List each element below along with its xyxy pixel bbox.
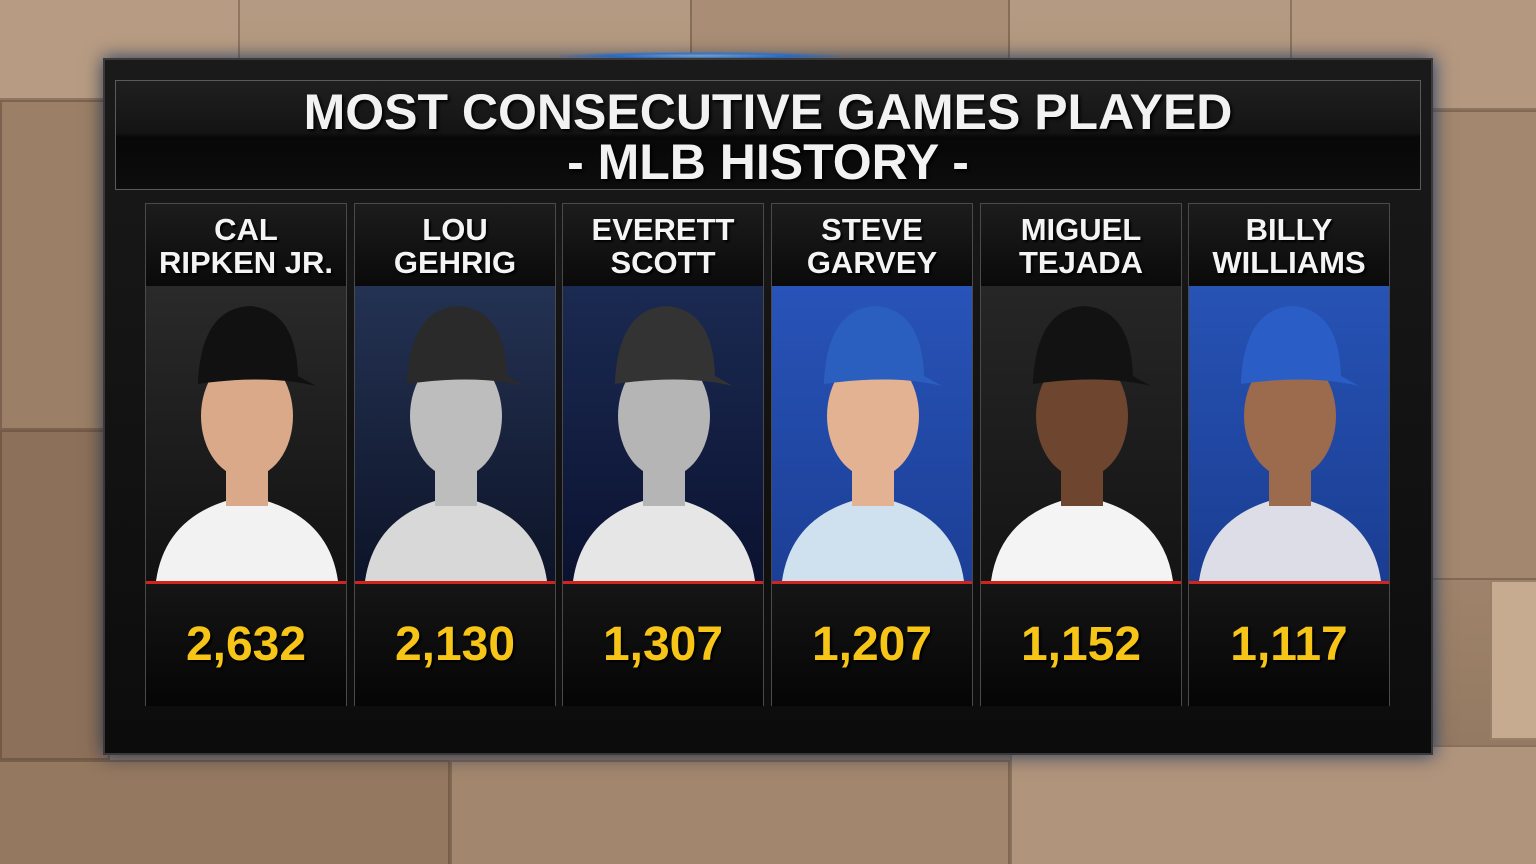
games-played: 2,632 — [146, 584, 346, 706]
cap — [1241, 306, 1359, 386]
games-played: 2,130 — [355, 584, 555, 706]
jersey — [573, 496, 755, 581]
title: MOST CONSECUTIVE GAMES PLAYED — [303, 84, 1233, 140]
player-name: BILLY WILLIAMS — [1189, 204, 1389, 286]
player-photo — [772, 286, 972, 584]
player-name: MIGUEL TEJADA — [981, 204, 1181, 286]
player-card: CAL RIPKEN JR. 2,632 — [145, 203, 347, 706]
player-name: EVERETT SCOTT — [563, 204, 763, 286]
name-line: CAL — [214, 212, 278, 247]
jersey — [365, 496, 547, 581]
cap — [198, 306, 316, 386]
wood-block — [1490, 580, 1536, 740]
face — [410, 354, 502, 478]
name-line: GEHRIG — [393, 245, 517, 280]
player-name: STEVE GARVEY — [772, 204, 972, 286]
subtitle: - MLB HISTORY - — [567, 134, 969, 190]
wood-block — [1010, 745, 1536, 864]
jersey — [1199, 496, 1381, 581]
name-line: RIPKEN JR. — [159, 245, 333, 280]
cap — [824, 306, 942, 386]
games-played: 1,152 — [981, 584, 1181, 706]
wood-block — [0, 100, 110, 430]
wood-block — [1430, 110, 1536, 580]
face — [1036, 354, 1128, 478]
name-line: WILLIAMS — [1212, 245, 1366, 280]
photo-art — [782, 306, 964, 581]
light-glow — [560, 52, 840, 60]
wood-block — [450, 760, 1010, 864]
face — [201, 354, 293, 478]
photo-art — [156, 306, 338, 581]
name-line: EVERETT — [591, 212, 735, 247]
player-photo — [146, 286, 346, 584]
face — [618, 354, 710, 478]
face — [827, 354, 919, 478]
photo-art — [991, 306, 1173, 581]
title-box: MOST CONSECUTIVE GAMES PLAYED - MLB HIST… — [115, 80, 1421, 190]
jersey — [991, 496, 1173, 581]
player-card: BILLY WILLIAMS 1,117 — [1188, 203, 1390, 706]
name-line: SCOTT — [610, 245, 716, 280]
player-card: STEVE GARVEY 1,207 — [771, 203, 973, 706]
name-line: MIGUEL — [1020, 212, 1142, 247]
cap — [1033, 306, 1151, 386]
name-line: LOU — [422, 212, 488, 247]
wood-block — [690, 0, 1010, 60]
player-card: MIGUEL TEJADA 1,152 — [980, 203, 1182, 706]
name-line: TEJADA — [1018, 245, 1143, 280]
jersey — [782, 496, 964, 581]
player-card: LOU GEHRIG 2,130 — [354, 203, 556, 706]
player-name: CAL RIPKEN JR. — [146, 204, 346, 286]
name-line: GARVEY — [806, 245, 938, 280]
cap — [407, 306, 525, 386]
face — [1244, 354, 1336, 478]
player-photo — [1189, 286, 1389, 584]
player-card: EVERETT SCOTT 1,307 — [562, 203, 764, 706]
games-played: 1,207 — [772, 584, 972, 706]
jersey — [156, 496, 338, 581]
name-line: STEVE — [821, 212, 923, 247]
wood-block — [0, 760, 450, 864]
player-photo — [563, 286, 763, 584]
photo-art — [365, 306, 547, 581]
photo-art — [573, 306, 755, 581]
games-played: 1,307 — [563, 584, 763, 706]
games-played: 1,117 — [1189, 584, 1389, 706]
cap — [615, 306, 733, 386]
player-photo — [981, 286, 1181, 584]
player-name: LOU GEHRIG — [355, 204, 555, 286]
name-line: BILLY — [1245, 212, 1333, 247]
player-photo — [355, 286, 555, 584]
wood-block — [0, 430, 110, 760]
photo-art — [1199, 306, 1381, 581]
